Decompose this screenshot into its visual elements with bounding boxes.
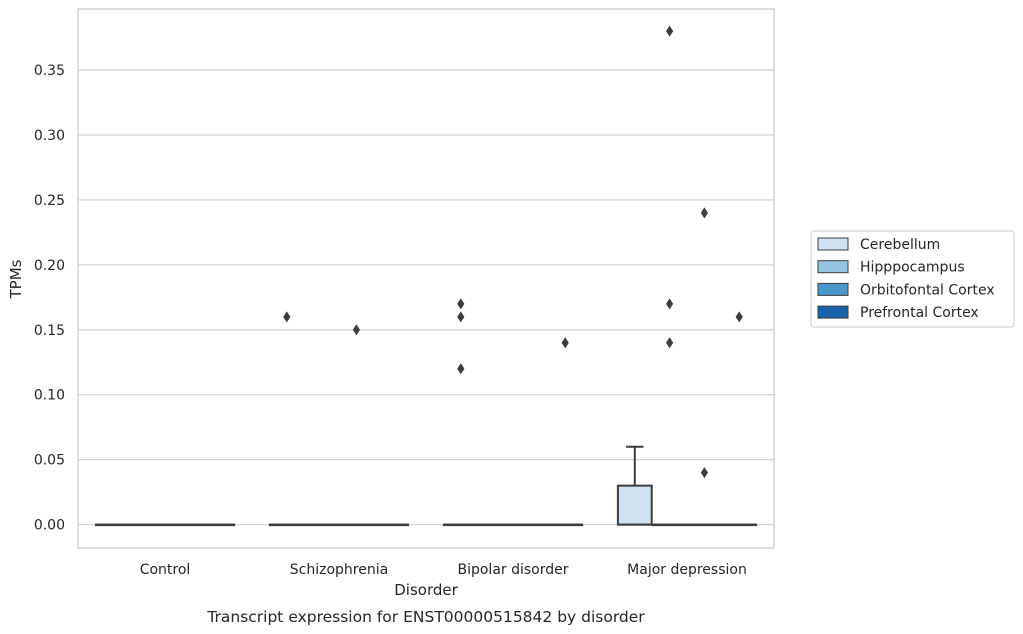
outlier-point xyxy=(666,337,674,349)
x-tick-label: Control xyxy=(140,562,191,578)
legend-label: Orbitofontal Cortex xyxy=(860,282,995,298)
y-tick-label: 0.00 xyxy=(34,518,65,534)
box-group xyxy=(547,337,584,527)
plot-frame xyxy=(77,8,775,549)
legend-swatch xyxy=(817,305,849,319)
x-tick-labels: Control Schizophrenia Bipolar disorder Majo… xyxy=(140,562,747,578)
box-group xyxy=(94,523,131,527)
box-group xyxy=(651,25,688,527)
outlier-point xyxy=(561,337,569,349)
box-group xyxy=(268,311,305,527)
y-tick-label: 0.30 xyxy=(34,128,65,144)
box xyxy=(616,484,653,526)
box-group xyxy=(616,445,653,526)
outlier-point xyxy=(457,298,465,310)
box-group xyxy=(442,298,479,527)
y-tick-label: 0.35 xyxy=(34,63,65,79)
outlier-point xyxy=(735,311,743,323)
y-tick-label: 0.10 xyxy=(34,388,65,404)
box-group xyxy=(338,324,375,527)
box-group xyxy=(686,207,723,527)
box-group xyxy=(512,523,549,527)
legend-swatch xyxy=(817,282,849,296)
legend: Cerebellum Hipppocampus Orbitofontal Corte… xyxy=(810,230,1015,328)
legend-frame xyxy=(810,230,1015,328)
legend-label: Hipppocampus xyxy=(860,260,965,276)
outlier-point xyxy=(457,311,465,323)
box-group xyxy=(721,311,758,527)
outlier-point xyxy=(352,324,360,336)
x-axis-label: Disorder xyxy=(394,581,458,599)
outlier-point xyxy=(700,467,708,479)
y-tick-label: 0.20 xyxy=(34,258,65,274)
chart-caption: Transcript expression for ENST0000051584… xyxy=(206,608,645,626)
box-group xyxy=(477,523,514,527)
outlier-point xyxy=(666,25,674,37)
outlier-point xyxy=(666,298,674,310)
y-tick-labels: 0.00 0.05 0.10 0.15 0.20 0.25 0.30 0.35 xyxy=(34,63,65,534)
box-group xyxy=(129,523,166,527)
boxes xyxy=(94,25,758,527)
y-axis-label: TPMs xyxy=(7,259,25,299)
gridlines xyxy=(78,69,774,526)
box-group xyxy=(199,523,236,527)
legend-label: Prefrontal Cortex xyxy=(860,305,979,321)
x-tick-label: Major depression xyxy=(627,562,747,578)
y-tick-label: 0.15 xyxy=(34,323,65,339)
outlier-point xyxy=(700,207,708,219)
legend-label: Cerebellum xyxy=(860,237,940,253)
y-tick-label: 0.05 xyxy=(34,453,65,469)
x-tick-label: Schizophrenia xyxy=(290,562,388,578)
y-tick-label: 0.25 xyxy=(34,193,65,209)
box-group xyxy=(303,523,340,527)
box-group xyxy=(164,523,201,527)
legend-swatch xyxy=(817,260,849,274)
box-group xyxy=(373,523,410,527)
legend-swatch xyxy=(817,237,849,251)
outlier-point xyxy=(457,363,465,375)
x-tick-label: Bipolar disorder xyxy=(457,562,568,578)
outlier-point xyxy=(283,311,291,323)
